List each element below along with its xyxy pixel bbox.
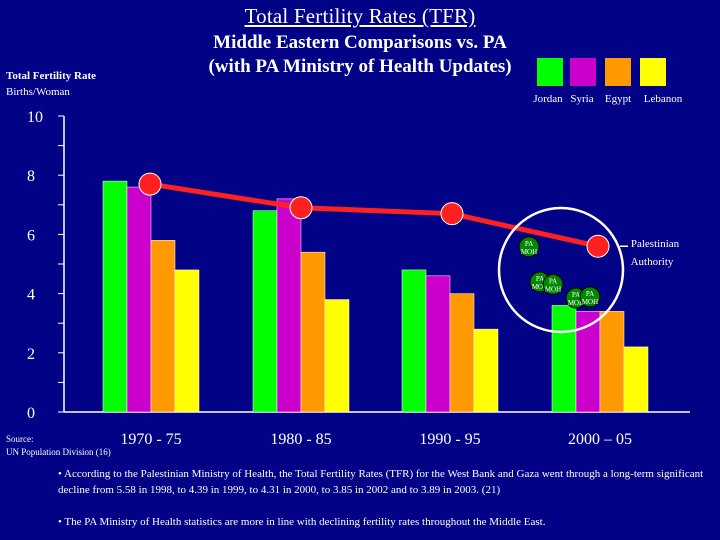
bar-syria-2 (425, 275, 451, 413)
y-tick-label: 4 (27, 287, 35, 304)
moh-highlight-circle (497, 206, 625, 334)
moh-label-bottom: MOH (521, 248, 537, 256)
y-axis-label: Total Fertility Rate (6, 70, 97, 82)
x-category-label: 1970 - 75 (120, 431, 181, 448)
pa-point (586, 234, 610, 258)
bar-lebanon-1 (324, 299, 350, 413)
legend-label-syria: Syria (570, 93, 593, 105)
y-tick-label: 0 (27, 405, 35, 422)
y-axis-unit: Births/Woman (6, 86, 70, 98)
moh-label-top: PA (586, 290, 594, 298)
moh-point (518, 236, 540, 258)
moh-label-bottom: MOH (545, 285, 561, 293)
moh-label-top: PA (572, 291, 580, 299)
y-tick-label: 8 (27, 168, 35, 185)
bar-jordan-0 (102, 180, 128, 413)
bar-egypt-3 (599, 311, 625, 413)
moh-point (542, 273, 564, 295)
chart-subtitle-line1: Middle Eastern Comparisons vs. PA (213, 32, 507, 53)
legend-swatch-jordan (537, 58, 563, 86)
pa-point (289, 196, 313, 220)
bar-lebanon-2 (473, 328, 499, 413)
source-label: Source: (6, 434, 34, 444)
x-category-label: 2000 – 05 (568, 431, 632, 448)
moh-point (579, 286, 601, 308)
x-category-label: 1990 - 95 (419, 431, 480, 448)
pa-series-line (149, 181, 599, 249)
bar-egypt-1 (300, 251, 326, 413)
pa-label-line2: Authority (631, 256, 674, 268)
pa-label-line1: Palestinian (631, 238, 680, 250)
source-text: UN Population Division (16) (6, 447, 111, 457)
chart-title: Total Fertility Rates (TFR) (244, 4, 476, 28)
pa-point (138, 172, 162, 196)
moh-label-bottom: MOH (582, 298, 598, 306)
legend-swatch-syria (570, 58, 596, 86)
note-2: • The PA Ministry of Health statistics a… (58, 516, 546, 528)
bar-egypt-0 (150, 240, 176, 413)
bar-lebanon-3 (623, 346, 649, 413)
note-1: • According to the Palestinian Ministry … (58, 468, 704, 496)
y-tick-label: 10 (27, 109, 43, 126)
moh-label-bottom: MOH (568, 299, 584, 307)
legend-label-jordan: Jordan (533, 93, 563, 105)
bar-egypt-2 (449, 293, 475, 413)
bar-syria-0 (126, 186, 152, 413)
x-category-label: 1980 - 85 (270, 431, 331, 448)
bar-jordan-1 (252, 210, 278, 413)
y-tick-label: 6 (27, 227, 35, 244)
legend-label-lebanon: Lebanon (644, 93, 683, 105)
legend-swatch-lebanon (640, 58, 666, 86)
moh-label-top: PA (536, 275, 544, 283)
pa-point (440, 202, 464, 226)
bar-jordan-3 (551, 305, 577, 413)
y-tick-label: 2 (27, 346, 35, 363)
legend-label-egypt: Egypt (605, 93, 631, 105)
chart-subtitle-line2: (with PA Ministry of Health Updates) (208, 56, 512, 77)
moh-label-top: PA (549, 277, 557, 285)
moh-label-top: PA (525, 240, 533, 248)
legend-swatch-egypt (605, 58, 631, 86)
bar-lebanon-0 (174, 269, 200, 413)
bar-jordan-2 (401, 269, 427, 413)
bar-syria-1 (276, 198, 302, 413)
moh-label-bottom: MOH (532, 283, 548, 291)
